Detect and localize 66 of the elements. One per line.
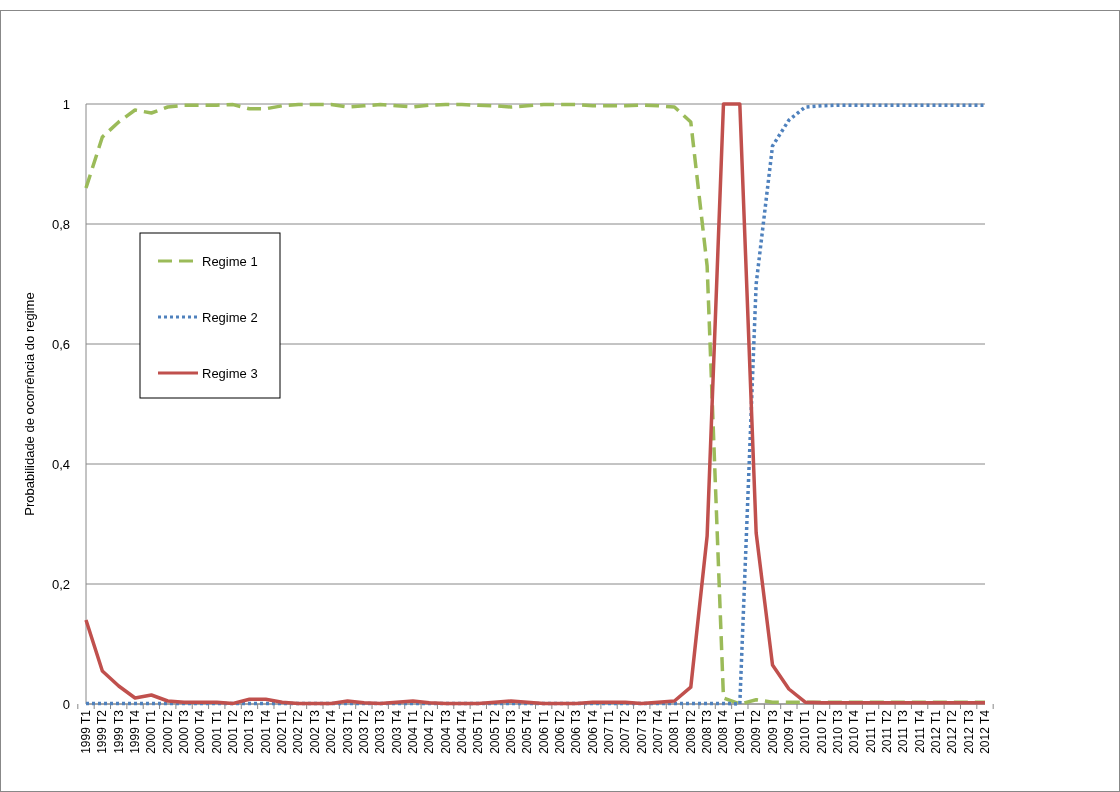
legend-label: Regime 1 bbox=[202, 253, 258, 269]
x-tick-label: 2004 T3 bbox=[438, 709, 453, 754]
x-tick-label: 2007 T1 bbox=[602, 709, 617, 754]
x-tick-label: 2001 T2 bbox=[226, 709, 241, 754]
x-tick-label: 2011 T1 bbox=[863, 709, 878, 753]
x-tick-label: 2004 T4 bbox=[454, 709, 469, 754]
x-tick-label: 2012 T1 bbox=[928, 709, 943, 754]
x-tick-label: 2000 T2 bbox=[160, 709, 175, 754]
x-tick-label: 2006 T2 bbox=[553, 709, 568, 754]
x-tick-label: 2012 T4 bbox=[978, 709, 992, 754]
x-tick-label: 2007 T4 bbox=[651, 709, 666, 754]
x-tick-label: 2003 T4 bbox=[389, 709, 404, 754]
x-tick-label: 2011 T3 bbox=[896, 709, 911, 753]
x-tick-label: 2008 T3 bbox=[700, 709, 715, 754]
x-tick-label: 2005 T1 bbox=[471, 709, 486, 754]
x-tick-label: 2008 T4 bbox=[716, 709, 731, 754]
x-tick-label: 2002 T4 bbox=[324, 709, 339, 754]
x-tick-label: 1999 T3 bbox=[111, 709, 126, 754]
x-tick-label: 2007 T2 bbox=[618, 709, 633, 754]
legend-label: Regime 2 bbox=[202, 309, 258, 325]
x-tick-label: 1999 T1 bbox=[79, 709, 93, 754]
x-tick-label: 2003 T3 bbox=[373, 709, 388, 754]
x-tick-label: 2006 T1 bbox=[536, 709, 551, 754]
y-tick-label: 0,2 bbox=[51, 576, 70, 592]
x-tick-label: 2002 T3 bbox=[307, 709, 322, 754]
x-tick-label: 2000 T1 bbox=[144, 709, 159, 754]
x-tick-label: 2009 T2 bbox=[749, 709, 764, 754]
x-tick-label: 2011 T4 bbox=[912, 709, 927, 753]
x-tick-label: 2000 T4 bbox=[193, 709, 208, 754]
x-tick-label: 2005 T3 bbox=[503, 709, 518, 754]
x-tick-label: 2007 T3 bbox=[634, 709, 649, 754]
x-tick-label: 2005 T2 bbox=[487, 709, 502, 754]
y-axis-title: Probabilidade de ocorrência do regime bbox=[22, 292, 37, 516]
x-tick-label: 2008 T2 bbox=[683, 709, 698, 754]
x-tick-label: 2006 T4 bbox=[585, 709, 600, 754]
x-tick-label: 2008 T1 bbox=[667, 709, 682, 754]
y-tick-label: 0,6 bbox=[51, 336, 70, 352]
x-tick-label: 2010 T1 bbox=[798, 709, 813, 754]
x-tick-label: 2006 T3 bbox=[569, 709, 584, 754]
x-tick-label: 2012 T3 bbox=[961, 709, 976, 754]
y-tick-label: 0,8 bbox=[51, 216, 70, 232]
x-tick-label: 1999 T4 bbox=[128, 709, 143, 754]
x-tick-label: 2005 T4 bbox=[520, 709, 535, 754]
x-tick-label: 2009 T3 bbox=[765, 709, 780, 754]
y-tick-label: 1 bbox=[62, 96, 70, 112]
x-tick-label: 2001 T3 bbox=[242, 709, 257, 754]
x-tick-label: 2010 T4 bbox=[847, 709, 862, 754]
x-tick-label: 2001 T1 bbox=[209, 709, 224, 754]
x-tick-label: 2004 T1 bbox=[405, 709, 420, 754]
x-tick-label: 2003 T2 bbox=[356, 709, 371, 754]
y-tick-label: 0 bbox=[62, 696, 70, 712]
x-tick-label: 2003 T1 bbox=[340, 709, 355, 754]
x-tick-label: 2002 T1 bbox=[275, 709, 290, 754]
x-tick-label: 2000 T3 bbox=[177, 709, 192, 754]
x-tick-label: 1999 T2 bbox=[95, 709, 110, 754]
x-tick-label: 2004 T2 bbox=[422, 709, 437, 754]
x-tick-label: 2011 T2 bbox=[879, 709, 894, 753]
legend-label: Regime 3 bbox=[202, 365, 258, 381]
x-tick-label: 2002 T2 bbox=[291, 709, 306, 754]
x-tick-label: 2009 T4 bbox=[781, 709, 796, 754]
x-tick-label: 2001 T4 bbox=[258, 709, 273, 754]
y-tick-label: 0,4 bbox=[51, 456, 70, 472]
x-tick-label: 2010 T2 bbox=[814, 709, 829, 754]
x-tick-label: 2010 T3 bbox=[830, 709, 845, 754]
x-tick-label: 2012 T2 bbox=[945, 709, 960, 754]
x-tick-label: 2009 T1 bbox=[732, 709, 747, 754]
